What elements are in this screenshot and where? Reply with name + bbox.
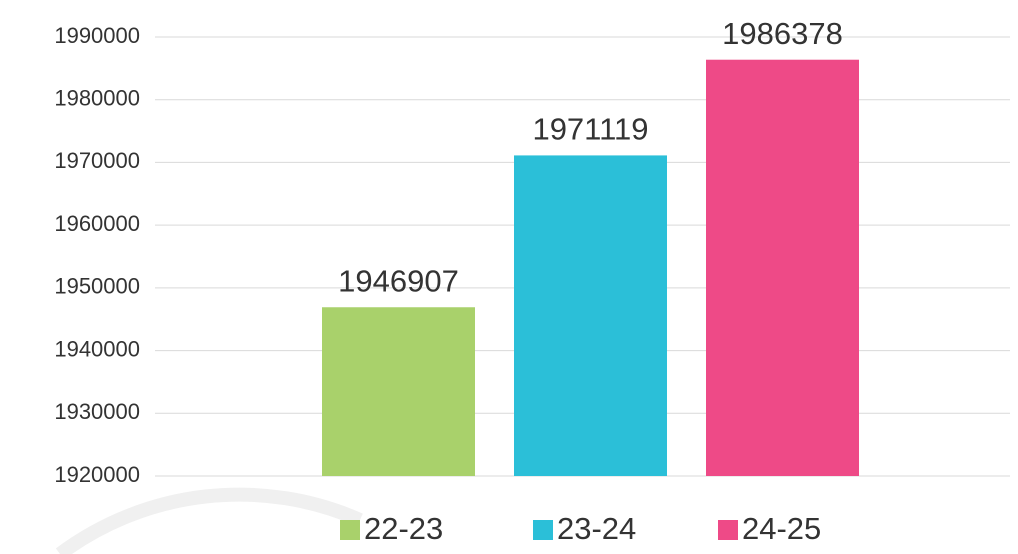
y-tick-label: 1930000 bbox=[54, 399, 140, 424]
y-tick-label: 1990000 bbox=[54, 23, 140, 48]
legend-swatch bbox=[340, 520, 360, 540]
value-label: 1986378 bbox=[722, 16, 843, 51]
legend-swatch bbox=[533, 520, 553, 540]
y-tick-label: 1920000 bbox=[54, 462, 140, 487]
bar bbox=[706, 59, 859, 476]
value-label: 1971119 bbox=[532, 112, 648, 147]
bar bbox=[322, 307, 475, 476]
legend-swatch bbox=[718, 520, 738, 540]
legend-label: 24-25 bbox=[742, 511, 821, 546]
y-tick-label: 1960000 bbox=[54, 211, 140, 236]
watermark-arc bbox=[55, 487, 363, 554]
bar bbox=[514, 155, 667, 477]
legend-label: 22-23 bbox=[364, 511, 443, 546]
y-tick-label: 1940000 bbox=[54, 336, 140, 361]
y-tick-label: 1980000 bbox=[54, 86, 140, 111]
y-tick-label: 1950000 bbox=[54, 274, 140, 299]
value-label: 1946907 bbox=[338, 263, 459, 298]
y-tick-label: 1970000 bbox=[54, 148, 140, 173]
legend-label: 23-24 bbox=[557, 511, 636, 546]
